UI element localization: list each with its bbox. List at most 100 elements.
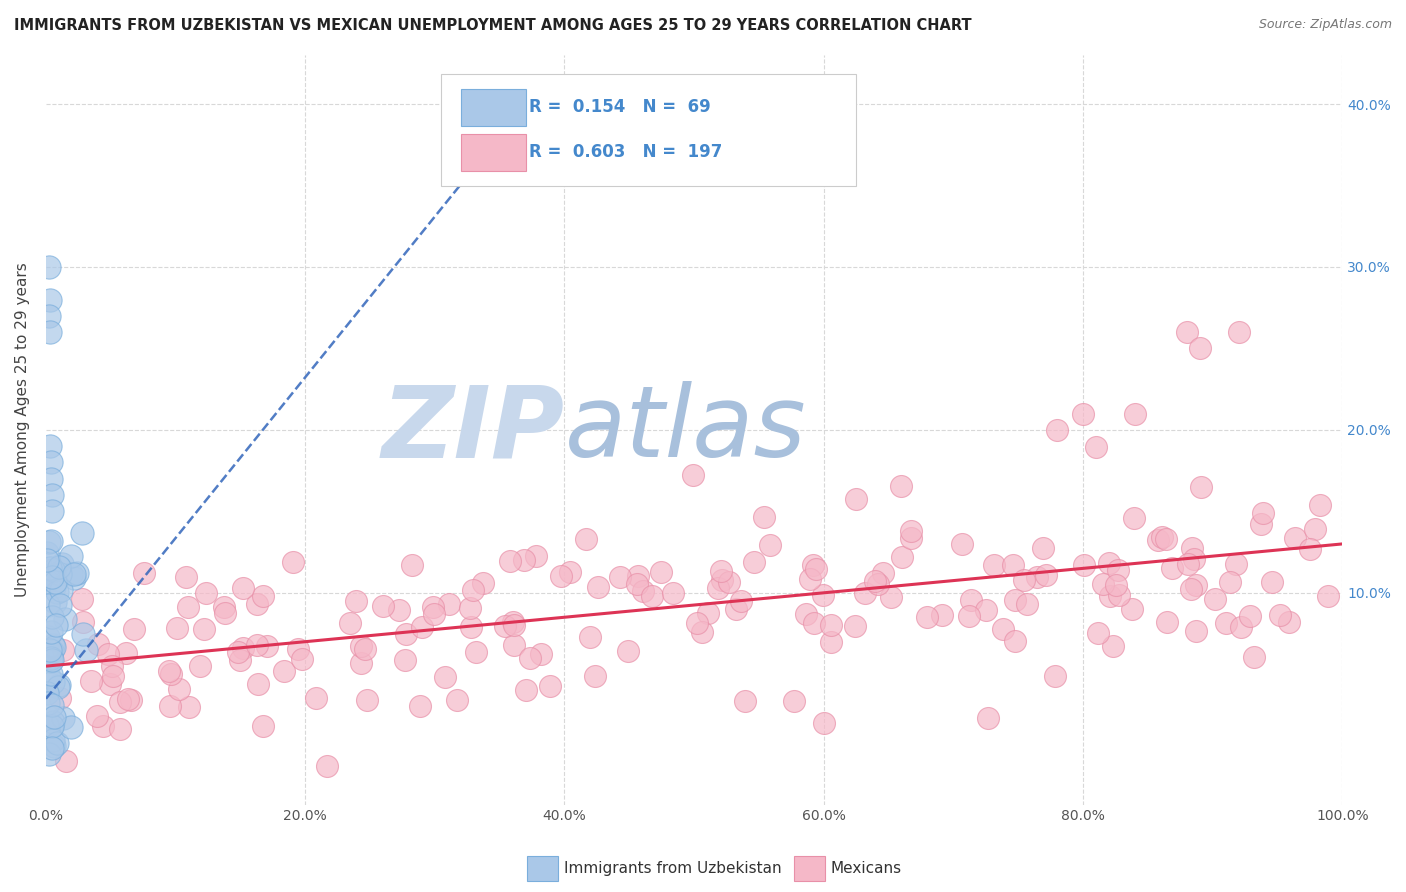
Point <box>252 719 274 733</box>
Point <box>159 698 181 713</box>
Point <box>315 758 337 772</box>
Point <box>422 600 444 615</box>
Point <box>91 719 114 733</box>
Text: R =  0.154   N =  69: R = 0.154 N = 69 <box>530 98 711 116</box>
Point <box>39 455 62 469</box>
Point <box>37 696 59 710</box>
Point <box>1012 573 1035 587</box>
Point <box>794 607 817 621</box>
Point <box>72 615 94 630</box>
Point <box>813 716 835 731</box>
Point <box>37 647 59 661</box>
Point <box>734 694 756 708</box>
Point <box>724 602 747 616</box>
Point <box>1107 563 1129 577</box>
Point <box>174 570 197 584</box>
Point <box>1181 541 1204 555</box>
Point <box>711 573 734 587</box>
Point <box>122 622 145 636</box>
Point <box>471 575 494 590</box>
Point <box>273 664 295 678</box>
Point <box>38 293 60 307</box>
Text: ZIP: ZIP <box>381 382 564 478</box>
Point <box>344 594 367 608</box>
Text: atlas: atlas <box>564 382 806 478</box>
Point <box>41 653 63 667</box>
Point <box>437 597 460 611</box>
Point <box>1046 423 1069 437</box>
Point <box>983 558 1005 572</box>
Point <box>38 747 60 761</box>
Point <box>845 492 868 507</box>
Point <box>890 479 912 493</box>
Point <box>39 667 62 681</box>
Point <box>1015 597 1038 611</box>
Point <box>686 615 709 630</box>
Point <box>195 585 218 599</box>
Point <box>214 607 236 621</box>
Point <box>1182 551 1205 566</box>
Point <box>1087 625 1109 640</box>
Point <box>627 568 650 582</box>
Point <box>464 644 486 658</box>
Point <box>42 733 65 747</box>
Point <box>39 654 62 668</box>
Point <box>157 665 180 679</box>
Point <box>66 566 89 581</box>
Point <box>538 679 561 693</box>
Point <box>1073 558 1095 573</box>
Point <box>1243 650 1265 665</box>
Point <box>1188 342 1211 356</box>
Point <box>844 618 866 632</box>
Point <box>46 585 69 599</box>
Point <box>97 647 120 661</box>
Point <box>188 658 211 673</box>
Point <box>62 571 84 585</box>
Point <box>1284 531 1306 545</box>
Point <box>1309 498 1331 512</box>
Point <box>42 638 65 652</box>
Point <box>696 606 718 620</box>
Point <box>1227 325 1250 339</box>
Point <box>41 563 63 577</box>
Point <box>411 620 433 634</box>
Point <box>44 575 66 590</box>
Point <box>62 566 84 581</box>
Point <box>75 643 97 657</box>
Point <box>38 260 60 274</box>
Point <box>1219 575 1241 590</box>
Point <box>37 553 59 567</box>
Point <box>37 599 59 613</box>
Point <box>287 642 309 657</box>
Point <box>631 583 654 598</box>
Point <box>52 643 75 657</box>
Point <box>872 566 894 581</box>
Point <box>783 693 806 707</box>
Point <box>177 600 200 615</box>
Point <box>1189 480 1212 494</box>
Point <box>38 534 60 549</box>
Point <box>214 599 236 614</box>
Point <box>460 620 482 634</box>
Point <box>502 615 524 629</box>
Point <box>1032 541 1054 555</box>
Point <box>247 677 270 691</box>
Point <box>41 488 63 502</box>
Point <box>993 622 1015 636</box>
Point <box>1180 582 1202 597</box>
Point <box>950 537 973 551</box>
Y-axis label: Unemployment Among Ages 25 to 29 years: Unemployment Among Ages 25 to 29 years <box>15 262 30 598</box>
Point <box>1160 561 1182 575</box>
Text: R =  0.603   N =  197: R = 0.603 N = 197 <box>530 143 723 161</box>
Text: Source: ZipAtlas.com: Source: ZipAtlas.com <box>1258 18 1392 31</box>
FancyBboxPatch shape <box>441 74 856 186</box>
Point <box>41 504 63 518</box>
Point <box>252 590 274 604</box>
Point <box>446 693 468 707</box>
Point <box>1177 558 1199 572</box>
Point <box>371 599 394 613</box>
Point <box>422 607 444 621</box>
Point <box>690 625 713 640</box>
Point <box>108 722 131 736</box>
Point <box>1175 325 1198 339</box>
